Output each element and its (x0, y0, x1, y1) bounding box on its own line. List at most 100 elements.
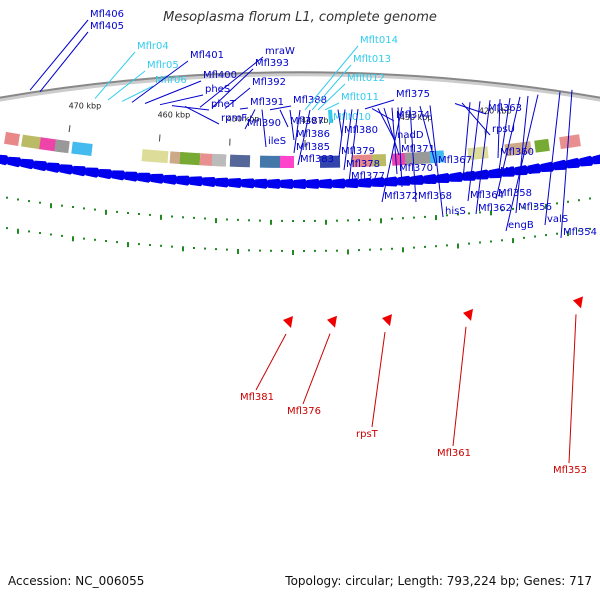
gc-dot (380, 248, 382, 250)
gc-dot (116, 211, 118, 213)
gc-dot (545, 234, 547, 236)
gc-dot (347, 249, 349, 254)
gc-dot (259, 250, 261, 252)
gene-label-mfl371: Mfl371 (401, 144, 435, 155)
gene-label-mfl369: Mfl369 (404, 176, 438, 187)
gc-dot (72, 236, 74, 241)
gc-dot (182, 246, 184, 251)
gc-dot (479, 242, 481, 244)
gc-dot (50, 203, 52, 208)
kbp-label: 470 kbp (69, 101, 102, 110)
gc-dot (17, 199, 19, 201)
gene-label-mraw: mraW (265, 46, 295, 57)
reverse-gene-marker (327, 316, 337, 328)
gc-dot (83, 238, 85, 240)
gene-label-mflt014: Mflt014 (360, 35, 398, 46)
kbp-label: 460 kbp (158, 111, 191, 120)
gc-dot (83, 207, 85, 209)
gc-dot (556, 202, 558, 204)
gc-dot (116, 241, 118, 243)
gene-label-mfl362: Mfl362 (478, 203, 512, 214)
gc-dot (347, 219, 349, 221)
gc-dot (589, 198, 591, 200)
gc-dot (171, 216, 173, 218)
gc-dot (182, 216, 184, 218)
gene-arrow (592, 154, 600, 165)
gc-dot (6, 227, 8, 229)
gc-dot (204, 248, 206, 250)
gene-label-mfl353: Mfl353 (553, 465, 587, 476)
gc-dot (226, 249, 228, 251)
leader-line (325, 103, 339, 110)
gene-label-mfl393: Mfl393 (255, 58, 289, 69)
gc-dot (292, 250, 294, 255)
gc-dot (358, 219, 360, 221)
gc-dot (72, 206, 74, 208)
gc-dot (512, 238, 514, 243)
cog-feature (55, 145, 69, 147)
leader-line (372, 109, 394, 121)
gene-label-mflr04: Mflr04 (137, 41, 169, 52)
leader-line (40, 32, 88, 92)
gene-label-mfl359: Mfl359 (500, 166, 534, 177)
gc-dot (215, 218, 217, 223)
cog-feature (535, 145, 549, 147)
gc-dot (215, 248, 217, 250)
leader-line (372, 332, 385, 427)
gene-label-nadd: nadD (397, 130, 424, 141)
kbp-tick (159, 135, 160, 142)
gc-dot (127, 212, 129, 214)
gc-dot (369, 219, 371, 221)
gene-label-mflt011: Mflt011 (341, 92, 379, 103)
leader-line (122, 86, 153, 101)
leader-line (569, 314, 576, 463)
gc-dot (336, 220, 338, 222)
gc-dot (61, 205, 63, 207)
gc-dot (336, 250, 338, 252)
gc-dot (292, 220, 294, 222)
leader-line (280, 110, 288, 127)
gene-label-mfl375: Mfl375 (396, 89, 430, 100)
gc-dot (193, 217, 195, 219)
gc-dot (171, 246, 173, 248)
gc-dot (446, 244, 448, 246)
gc-dot (270, 250, 272, 252)
gene-label-rpst: rpsT (356, 429, 379, 440)
gene-label-iles: ileS (268, 136, 286, 147)
gene-label-asps: aspS (465, 169, 489, 180)
reverse-gene-marker (463, 309, 473, 321)
gc-dot (149, 214, 151, 216)
gc-dot (303, 250, 305, 252)
gc-dot (28, 230, 30, 232)
gc-dot (358, 249, 360, 251)
gc-dot (149, 244, 151, 246)
gene-label-mfl376: Mfl376 (287, 406, 321, 417)
gene-label-mfl392: Mfl392 (252, 77, 286, 88)
gc-dot (270, 220, 272, 225)
gc-dot (160, 245, 162, 247)
gc-dot (314, 250, 316, 252)
gc-dot (28, 200, 30, 202)
gene-label-engb: engB (508, 220, 534, 231)
gene-label-mfl361: Mfl361 (437, 448, 471, 459)
gene-label-mfl367: Mfl367 (438, 155, 472, 166)
gc-dot (523, 237, 525, 239)
gene-label-mflr05: Mflr05 (147, 60, 179, 71)
gc-dot (578, 199, 580, 201)
gc-dot (413, 247, 415, 249)
gc-dot (391, 218, 393, 220)
gc-dot (402, 247, 404, 252)
gc-dot (435, 245, 437, 247)
gc-dot (105, 210, 107, 215)
gene-label-rpmf: rpmF (221, 113, 247, 124)
gc-dot (391, 248, 393, 250)
cog-feature (180, 158, 200, 159)
gc-dot (402, 217, 404, 219)
gc-dot (380, 218, 382, 223)
gc-dot (61, 235, 63, 237)
leader-line (303, 334, 330, 404)
gc-dot (259, 220, 261, 222)
gc-dot (39, 202, 41, 204)
gc-dot (468, 212, 470, 214)
